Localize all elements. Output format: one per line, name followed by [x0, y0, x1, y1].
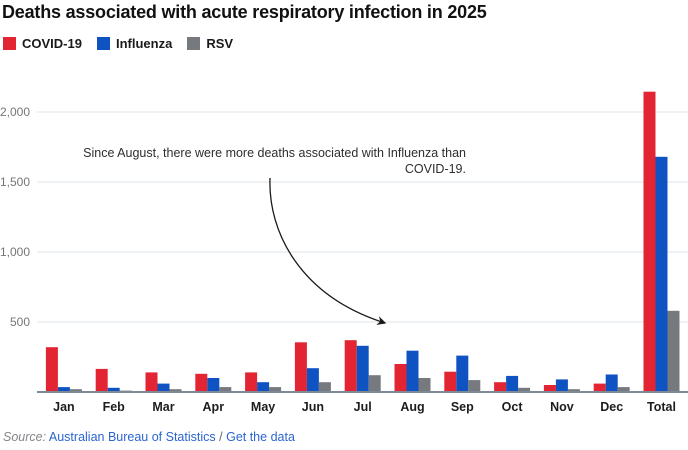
bar-covid-19-sep [444, 371, 457, 392]
bar-rsv-jun [318, 382, 331, 392]
bar-rsv-nov [567, 389, 580, 392]
bar-covid-19-aug [394, 364, 407, 392]
bar-rsv-aug [418, 378, 431, 392]
x-tick-label: Nov [550, 400, 574, 414]
x-tick-label: Aug [400, 400, 424, 414]
y-tick-label: 1,500 [0, 175, 30, 189]
legend-label-covid: COVID-19 [22, 36, 82, 51]
bar-influenza-mar [157, 383, 170, 392]
bar-covid-19-dec [593, 383, 606, 392]
legend-item-covid: COVID-19 [3, 36, 82, 51]
bar-influenza-apr [207, 378, 220, 392]
bar-influenza-jul [356, 345, 369, 392]
bar-covid-19-jun [294, 342, 307, 392]
legend-swatch-influenza-icon [96, 37, 110, 50]
source-link[interactable]: Australian Bureau of Statistics [48, 430, 216, 444]
legend-item-rsv: RSV [187, 36, 233, 51]
bar-covid-19-total [643, 91, 656, 392]
bar-covid-19-jan [45, 347, 58, 392]
x-tick-label: Jul [354, 400, 372, 414]
x-tick-label: Jan [53, 400, 75, 414]
page-title: Deaths associated with acute respiratory… [2, 2, 487, 22]
bar-rsv-apr [219, 387, 232, 392]
bar-covid-19-nov [543, 385, 556, 392]
legend: COVID-19 Influenza RSV [3, 36, 233, 51]
bar-rsv-may [269, 387, 282, 392]
bar-rsv-jan [69, 389, 82, 392]
bar-influenza-feb [107, 387, 120, 392]
legend-label-rsv: RSV [206, 36, 234, 51]
get-the-data-link[interactable]: Get the data [226, 430, 295, 444]
y-tick-label: 2,000 [0, 105, 30, 119]
bar-influenza-may [257, 382, 270, 392]
bar-rsv-jul [368, 375, 381, 392]
x-tick-label: Total [647, 400, 676, 414]
bar-influenza-dec [605, 374, 618, 392]
legend-item-influenza: Influenza [96, 36, 173, 51]
bar-covid-19-jul [344, 340, 357, 392]
bar-rsv-total [667, 310, 680, 392]
bar-influenza-sep [456, 355, 469, 392]
source-line: Source: Australian Bureau of Statistics … [3, 430, 295, 444]
y-tick-label: 500 [10, 315, 30, 329]
bar-influenza-jan [57, 387, 70, 392]
x-tick-label: Sep [451, 400, 474, 414]
x-tick-label: Apr [203, 400, 225, 414]
bar-influenza-jun [306, 368, 319, 392]
bar-covid-19-may [245, 372, 258, 392]
x-tick-label: May [251, 400, 275, 414]
source-separator: / [219, 430, 223, 444]
annotation-text: Since August, there were more deaths ass… [83, 146, 466, 176]
y-tick-label: 1,000 [0, 245, 30, 259]
bar-covid-19-oct [494, 382, 507, 392]
grouped-bar-chart: 500 1,000 1,500 2,000 Jan Feb Mar Apr May Jun Jul A… [0, 91, 688, 414]
x-tick-label: Feb [103, 400, 126, 414]
source-label: Source: [3, 430, 47, 444]
bar-influenza-oct [506, 375, 519, 392]
bar-rsv-sep [468, 380, 481, 392]
bar-influenza-nov [555, 379, 568, 392]
bar-rsv-oct [518, 387, 531, 392]
legend-swatch-rsv-icon [187, 37, 201, 50]
x-tick-label: Dec [600, 400, 623, 414]
bar-covid-19-feb [95, 368, 108, 392]
legend-label-influenza: Influenza [115, 36, 173, 51]
bar-rsv-dec [617, 387, 630, 392]
bar-rsv-mar [169, 389, 182, 392]
legend-swatch-covid-icon [3, 37, 16, 50]
bar-covid-19-apr [195, 373, 208, 392]
bar-influenza-aug [406, 350, 419, 392]
bar-influenza-total [655, 156, 668, 392]
x-tick-label: Jun [302, 400, 324, 414]
x-tick-label: Mar [152, 400, 174, 414]
bar-covid-19-mar [145, 372, 158, 392]
x-tick-label: Oct [502, 400, 524, 414]
